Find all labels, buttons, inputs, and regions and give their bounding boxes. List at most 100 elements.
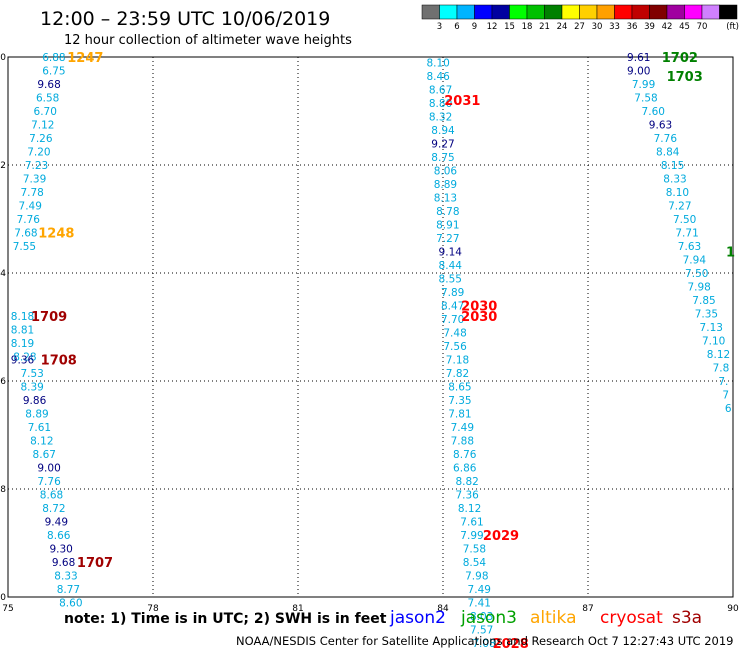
wave-height-value: 8.65 bbox=[448, 381, 471, 393]
legend-swatch bbox=[561, 4, 580, 20]
wave-height-value: 8.39 bbox=[20, 381, 43, 393]
wave-height-value: 8.94 bbox=[431, 125, 455, 137]
wave-height-value: 7.18 bbox=[446, 354, 469, 366]
wave-height-value: 7.50 bbox=[673, 214, 696, 226]
legend-swatch bbox=[701, 4, 720, 20]
wave-height-value: 7.63 bbox=[678, 241, 701, 253]
satellite-label: cryosat bbox=[600, 608, 663, 628]
x-tick-label: 87 bbox=[582, 604, 593, 614]
wave-height-value: 7.78 bbox=[20, 187, 43, 199]
wave-height-value: 8.19 bbox=[11, 338, 34, 350]
wave-height-value: 8.91 bbox=[436, 219, 459, 231]
wave-height-value: 8.68 bbox=[40, 489, 63, 501]
legend-swatch bbox=[474, 4, 493, 20]
page-title: 12:00 – 23:59 UTC 10/06/2019 bbox=[40, 8, 331, 30]
legend-tick-label: 36 bbox=[627, 22, 638, 32]
satellite-label: altika bbox=[530, 608, 577, 628]
legend-unit-label: (ft) bbox=[726, 22, 739, 32]
wave-height-value: 8.55 bbox=[439, 273, 462, 285]
x-tick-label: 81 bbox=[292, 604, 303, 614]
pass-label: 1 bbox=[726, 245, 735, 260]
wave-height-value: 7.94 bbox=[683, 255, 707, 267]
legend-swatch bbox=[614, 4, 633, 20]
legend-swatch bbox=[666, 4, 685, 20]
y-tick-label: 20 bbox=[0, 593, 6, 603]
y-tick-label: 16 bbox=[0, 377, 6, 387]
wave-height-value: 7. bbox=[718, 376, 728, 388]
x-tick-label: 90 bbox=[727, 604, 739, 614]
wave-height-value: 7.8 bbox=[713, 363, 730, 375]
wave-height-value: 8.28 bbox=[13, 352, 36, 364]
wave-height-value: 8.47 bbox=[441, 300, 464, 312]
wave-height-value: 9.68 bbox=[37, 79, 60, 91]
wave-height-value: 9.49 bbox=[45, 516, 68, 528]
wave-height-value: 7.99 bbox=[460, 530, 483, 542]
wave-height-value: 7.88 bbox=[451, 435, 474, 447]
wave-height-value: 7.23 bbox=[25, 160, 48, 172]
wave-height-value: 7.35 bbox=[695, 309, 718, 321]
wave-height-value: 8.89 bbox=[434, 179, 457, 191]
legend-tick-label: 30 bbox=[592, 22, 603, 32]
satellite-label: jason2 bbox=[390, 608, 446, 628]
wave-height-value: 8.75 bbox=[431, 152, 454, 164]
wave-height-value: 7.41 bbox=[468, 597, 491, 609]
wave-height-value: 7.98 bbox=[687, 282, 710, 294]
wave-height-value: 7.89 bbox=[441, 287, 464, 299]
y-tick-label: 14 bbox=[0, 269, 6, 279]
legend-tick-label: 42 bbox=[662, 22, 673, 32]
wave-height-value: 7.49 bbox=[451, 422, 474, 434]
wave-height-value: 9.86 bbox=[23, 395, 47, 407]
page-subtitle: 12 hour collection of altimeter wave hei… bbox=[64, 33, 352, 48]
y-tick-label: 18 bbox=[0, 485, 6, 495]
wave-height-value: 9.61 bbox=[627, 52, 650, 64]
wave-height-value: 8.44 bbox=[439, 260, 463, 272]
wave-height-value: 6.70 bbox=[34, 106, 57, 118]
pass-label: 1702 bbox=[662, 51, 698, 66]
wave-height-value: 8.06 bbox=[434, 165, 458, 177]
pass-label: 1708 bbox=[41, 353, 77, 368]
legend-swatch bbox=[649, 4, 668, 20]
wave-height-value: 7.56 bbox=[443, 341, 467, 353]
pass-label: 1247 bbox=[67, 51, 103, 66]
legend-tick-label: 12 bbox=[487, 22, 498, 32]
legend-tick-label: 15 bbox=[504, 22, 515, 32]
legend-swatch bbox=[456, 4, 475, 20]
wave-height-value: 7.12 bbox=[31, 120, 54, 132]
x-tick-label: 78 bbox=[147, 604, 159, 614]
wave-height-value: 7.27 bbox=[436, 233, 459, 245]
wave-height-value: 9.30 bbox=[49, 543, 72, 555]
wave-height-value: 7.81 bbox=[448, 408, 471, 420]
wave-height-value: 7.49 bbox=[468, 584, 491, 596]
wave-height-value: 9.00 bbox=[37, 462, 60, 474]
wave-height-value: 7.76 bbox=[17, 214, 41, 226]
wave-height-value: 7.99 bbox=[632, 79, 655, 91]
wave-height-value: 7.20 bbox=[27, 147, 50, 159]
pass-label: 1248 bbox=[38, 227, 74, 242]
wave-height-value: 7.48 bbox=[443, 327, 466, 339]
legend-tick-label: 24 bbox=[557, 22, 568, 32]
wave-height-value: 7.76 bbox=[654, 133, 678, 145]
wave-height-value: 9.68 bbox=[52, 557, 75, 569]
wave-height-value: 7.68 bbox=[14, 228, 37, 240]
wave-height-value: 9.63 bbox=[649, 120, 672, 132]
legend-swatch bbox=[719, 4, 738, 20]
wave-height-value: 8.32 bbox=[429, 111, 452, 123]
wave-height-value: 8.78 bbox=[436, 206, 459, 218]
wave-height-value: 7.49 bbox=[19, 201, 42, 213]
legend-swatch bbox=[684, 4, 703, 20]
legend-tick-label: 18 bbox=[522, 22, 533, 32]
legend-swatch bbox=[526, 4, 545, 20]
wave-height-value: 6.75 bbox=[42, 66, 65, 78]
wave-height-value: 9.36 bbox=[11, 354, 35, 366]
wave-height-value: 8.10 bbox=[426, 57, 449, 69]
wave-height-value: 8.15 bbox=[661, 160, 684, 172]
wave-height-value: 8.81 bbox=[11, 325, 34, 337]
wave-height-value: 7.71 bbox=[675, 228, 698, 240]
wave-height-value: 8.77 bbox=[57, 584, 80, 596]
wave-height-value: 8.33 bbox=[54, 570, 77, 582]
legend-tick-label: 3 bbox=[437, 22, 442, 32]
wave-height-value: 8.80 bbox=[429, 98, 452, 110]
legend-tick-label: 45 bbox=[679, 22, 690, 32]
wave-height-value: 7.55 bbox=[13, 241, 36, 253]
